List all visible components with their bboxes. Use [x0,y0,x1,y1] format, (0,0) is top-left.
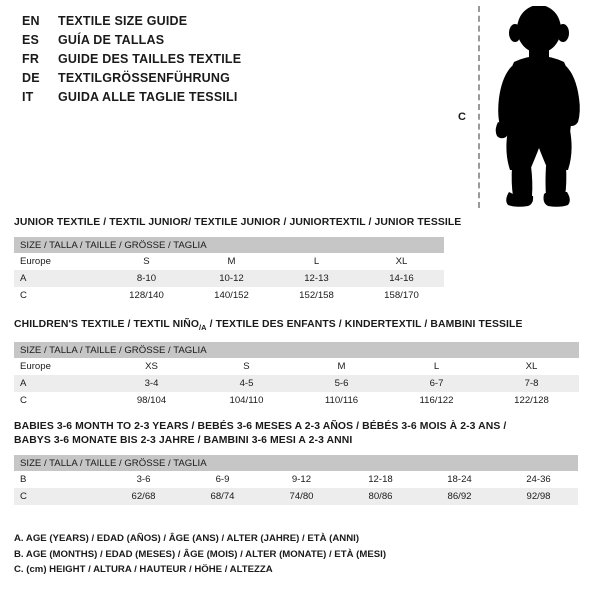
table-cell: 6-9 [183,471,262,488]
section-title: CHILDREN'S TEXTILE / TEXTIL NIÑO/A / TEX… [14,318,579,335]
toddler-silhouette-icon [495,6,580,207]
language-code: ES [22,33,40,47]
table-cell: 92/98 [499,488,578,505]
junior-size-table: SIZE / TALLA / TAILLE / GRÖSSE / TAGLIA … [14,237,444,304]
table-cell: 12-13 [274,270,359,287]
table-header-band: SIZE / TALLA / TAILLE / GRÖSSE / TAGLIA [14,342,579,359]
size-band-label: SIZE / TALLA / TAILLE / GRÖSSE / TAGLIA [14,342,579,359]
table-cell: L [389,358,484,376]
table-cell: 14-16 [359,270,444,287]
table-cell: 62/68 [104,488,183,505]
table-cell: XL [484,358,579,376]
language-code: DE [22,71,40,85]
table-cell: L [274,253,359,270]
table-cell: 3-6 [104,471,183,488]
table-cell: 6-7 [389,375,484,393]
row-label: C [14,287,104,304]
table-cell: 128/140 [104,287,189,304]
legend-line-a: A. AGE (YEARS) / EDAD (AÑOS) / ÂGE (ANS)… [14,533,360,544]
language-title: GUÍA DE TALLAS [58,33,165,47]
table-cell: XS [104,358,199,376]
legend-line-c: C. (cm) HEIGHT / ALTURA / HAUTEUR / HÖHE… [14,564,273,575]
table-row: C 128/140 140/152 152/158 158/170 [14,287,444,304]
table-cell: 140/152 [189,287,274,304]
section-title-subscript: /A [199,323,207,333]
table-cell: 3-4 [104,375,199,393]
section-title-line-1: BABIES 3-6 MONTH TO 2-3 YEARS / BEBÉS 3-… [14,421,507,432]
table-header-band: SIZE / TALLA / TAILLE / GRÖSSE / TAGLIA [14,237,444,253]
language-row: IT GUIDA ALLE TAGLIE TESSILI [22,90,442,109]
language-title: TEXTILE SIZE GUIDE [58,14,188,28]
table-cell: 4-5 [199,375,294,393]
table-row: Europe S M L XL [14,253,444,270]
table-cell: XL [359,253,444,270]
language-row: ES GUÍA DE TALLAS [22,33,442,52]
table-row: A 3-4 4-5 5-6 6-7 7-8 [14,375,579,393]
size-band-label: SIZE / TALLA / TAILLE / GRÖSSE / TAGLIA [14,237,444,253]
table-row: C 62/68 68/74 74/80 80/86 86/92 92/98 [14,488,578,505]
language-title: GUIDE DES TAILLES TEXTILE [58,52,242,66]
table-cell: 110/116 [294,392,389,410]
table-cell: 18-24 [420,471,499,488]
height-measurement-figure: C [440,4,600,210]
row-label: B [14,471,104,488]
row-label: Europe [14,358,104,376]
legend-line-b: B. AGE (MONTHS) / EDAD (MESES) / ÂGE (MO… [14,548,387,560]
language-row: DE TEXTILGRÖSSENFÜHRUNG [22,71,442,90]
table-cell: S [104,253,189,270]
table-cell: 10-12 [189,270,274,287]
table-row: A 8-10 10-12 12-13 14-16 [14,270,444,287]
table-cell: 86/92 [420,488,499,505]
section-childrens-textile: CHILDREN'S TEXTILE / TEXTIL NIÑO/A / TEX… [14,318,579,410]
language-row: EN TEXTILE SIZE GUIDE [22,14,442,33]
table-cell: 122/128 [484,392,579,410]
height-label: C [458,111,466,123]
table-row: C 98/104 104/110 110/116 116/122 122/128 [14,392,579,410]
table-cell: M [294,358,389,376]
table-cell: 158/170 [359,287,444,304]
table-cell: M [189,253,274,270]
section-title-part-1: CHILDREN'S TEXTILE / TEXTIL NIÑO [14,319,200,330]
table-cell: 98/104 [104,392,199,410]
language-title: GUIDA ALLE TAGLIE TESSILI [58,90,238,104]
language-header-block: EN TEXTILE SIZE GUIDE ES GUÍA DE TALLAS … [22,14,442,109]
table-cell: 80/86 [341,488,420,505]
section-junior-textile: JUNIOR TEXTILE / TEXTIL JUNIOR/ TEXTILE … [14,216,461,304]
height-dashed-guide-line [478,6,480,208]
table-cell: 74/80 [262,488,341,505]
table-cell: 12-18 [341,471,420,488]
row-label: C [14,392,104,410]
section-title-line-2: BABYS 3-6 MONATE BIS 2-3 JAHRE / BAMBINI… [14,435,353,446]
table-cell: 7-8 [484,375,579,393]
table-cell: 9-12 [262,471,341,488]
row-label: A [14,375,104,393]
table-row: B 3-6 6-9 9-12 12-18 18-24 24-36 [14,471,578,488]
table-row: Europe XS S M L XL [14,358,579,376]
table-cell: 68/74 [183,488,262,505]
children-size-table: SIZE / TALLA / TAILLE / GRÖSSE / TAGLIA … [14,342,579,410]
size-band-label: SIZE / TALLA / TAILLE / GRÖSSE / TAGLIA [14,455,578,471]
table-cell: 24-36 [499,471,578,488]
table-cell: S [199,358,294,376]
language-code: EN [22,14,40,28]
language-code: IT [22,90,34,104]
language-code: FR [22,52,40,66]
section-title-part-2: / TEXTILE DES ENFANTS / KINDERTEXTIL / B… [206,319,523,330]
language-row: FR GUIDE DES TAILLES TEXTILE [22,52,442,71]
legend-block: A. AGE (YEARS) / EDAD (AÑOS) / ÂGE (ANS)… [14,531,574,578]
table-cell: 152/158 [274,287,359,304]
row-label: A [14,270,104,287]
section-babies-textile: BABIES 3-6 MONTH TO 2-3 YEARS / BEBÉS 3-… [14,420,578,505]
table-header-band: SIZE / TALLA / TAILLE / GRÖSSE / TAGLIA [14,455,578,471]
row-label: Europe [14,253,104,270]
table-cell: 116/122 [389,392,484,410]
table-cell: 8-10 [104,270,189,287]
row-label: C [14,488,104,505]
language-title: TEXTILGRÖSSENFÜHRUNG [58,71,231,85]
table-cell: 5-6 [294,375,389,393]
section-title: JUNIOR TEXTILE / TEXTIL JUNIOR/ TEXTILE … [14,217,462,228]
table-cell: 104/110 [199,392,294,410]
babies-size-table: SIZE / TALLA / TAILLE / GRÖSSE / TAGLIA … [14,455,578,505]
